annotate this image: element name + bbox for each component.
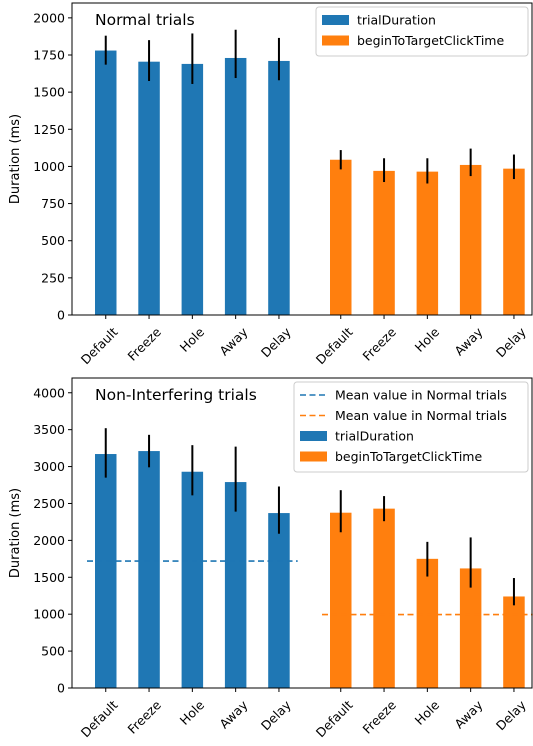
bar-beginToTargetClickTime xyxy=(459,568,482,688)
legend-label: Mean value in Normal trials xyxy=(335,388,507,403)
bar-trialDuration xyxy=(224,482,247,688)
bar-trialDuration xyxy=(95,50,117,316)
bar-trialDuration xyxy=(95,454,117,688)
bar-beginToTargetClickTime xyxy=(503,168,525,315)
y-tick-label: 1000 xyxy=(33,607,65,622)
y-tick-label: 250 xyxy=(41,270,65,285)
y-tick-label: 500 xyxy=(41,644,65,659)
y-tick-label: 3000 xyxy=(33,459,65,474)
x-tick-label: Delay xyxy=(493,324,529,360)
x-tick-label: Freeze xyxy=(360,324,400,364)
legend-label: trialDuration xyxy=(335,429,414,444)
x-tick-label: Away xyxy=(216,697,251,732)
y-axis-label: Duration (ms) xyxy=(8,488,23,578)
legend-swatch-trialDuration xyxy=(322,15,349,25)
bar-beginToTargetClickTime xyxy=(373,508,395,688)
legend-swatch-trialDuration xyxy=(300,431,327,441)
legend-label: trialDuration xyxy=(357,13,436,28)
y-tick-label: 2500 xyxy=(33,496,65,511)
bar-beginToTargetClickTime xyxy=(503,596,525,688)
x-tick-label: Default xyxy=(78,697,121,740)
y-tick-label: 1500 xyxy=(33,85,65,100)
y-tick-label: 0 xyxy=(57,308,65,323)
bar-trialDuration xyxy=(268,60,290,315)
y-tick-label: 750 xyxy=(41,196,65,211)
y-tick-label: 1750 xyxy=(33,48,65,63)
legend-swatch-beginToTargetClickTime xyxy=(300,451,327,462)
panel-title: Normal trials xyxy=(95,11,195,29)
x-tick-label: Hole xyxy=(177,324,208,355)
bar-beginToTargetClickTime xyxy=(330,159,352,315)
x-tick-label: Delay xyxy=(258,697,294,733)
y-tick-label: 2000 xyxy=(33,10,65,25)
x-tick-label: Default xyxy=(313,324,356,367)
x-tick-label: Away xyxy=(451,697,486,732)
legend-label: beginToTargetClickTime xyxy=(357,33,504,48)
bar-beginToTargetClickTime xyxy=(459,164,482,315)
bar-trialDuration xyxy=(181,471,204,688)
y-tick-label: 3500 xyxy=(33,422,65,437)
bar-trialDuration xyxy=(138,451,160,688)
x-tick-label: Default xyxy=(313,697,356,740)
bar-trialDuration xyxy=(138,61,160,315)
y-tick-label: 500 xyxy=(41,233,65,248)
legend: trialDuration beginToTargetClickTime xyxy=(315,6,529,57)
legend-box xyxy=(293,381,529,473)
legend-swatch-beginToTargetClickTime xyxy=(322,35,349,46)
x-tick-label: Freeze xyxy=(125,697,165,737)
y-axis-label: Duration (ms) xyxy=(8,114,23,204)
bar-beginToTargetClickTime xyxy=(373,170,395,315)
legend-label: Mean value in Normal trials xyxy=(335,408,507,423)
bar-trialDuration xyxy=(181,63,204,315)
bar-trialDuration xyxy=(268,513,290,688)
y-tick-label: 0 xyxy=(57,681,65,696)
x-tick-label: Delay xyxy=(493,697,529,733)
bar-beginToTargetClickTime xyxy=(416,558,439,688)
y-tick-label: 2000 xyxy=(33,533,65,548)
x-tick-label: Away xyxy=(216,324,251,359)
y-tick-label: 1500 xyxy=(33,570,65,585)
x-tick-label: Freeze xyxy=(360,697,400,737)
bar-beginToTargetClickTime xyxy=(416,171,439,315)
bar-beginToTargetClickTime xyxy=(330,512,352,688)
x-tick-label: Away xyxy=(451,324,486,359)
y-tick-label: 4000 xyxy=(33,385,65,400)
y-tick-label: 1250 xyxy=(33,122,65,137)
x-tick-label: Delay xyxy=(258,324,294,360)
x-tick-label: Hole xyxy=(412,324,443,355)
legend-label: beginToTargetClickTime xyxy=(335,449,482,464)
bar-trialDuration xyxy=(224,57,247,315)
legend: Mean value in Normal trials Mean value in… xyxy=(293,381,529,473)
axes-frame xyxy=(71,2,533,316)
x-tick-label: Hole xyxy=(412,697,443,728)
x-tick-label: Hole xyxy=(177,697,208,728)
axes-frame xyxy=(71,377,533,689)
panel-title: Non-Interfering trials xyxy=(95,386,257,404)
x-tick-label: Default xyxy=(78,324,121,367)
x-tick-label: Freeze xyxy=(125,324,165,364)
legend-box xyxy=(315,6,529,57)
y-tick-label: 1000 xyxy=(33,159,65,174)
